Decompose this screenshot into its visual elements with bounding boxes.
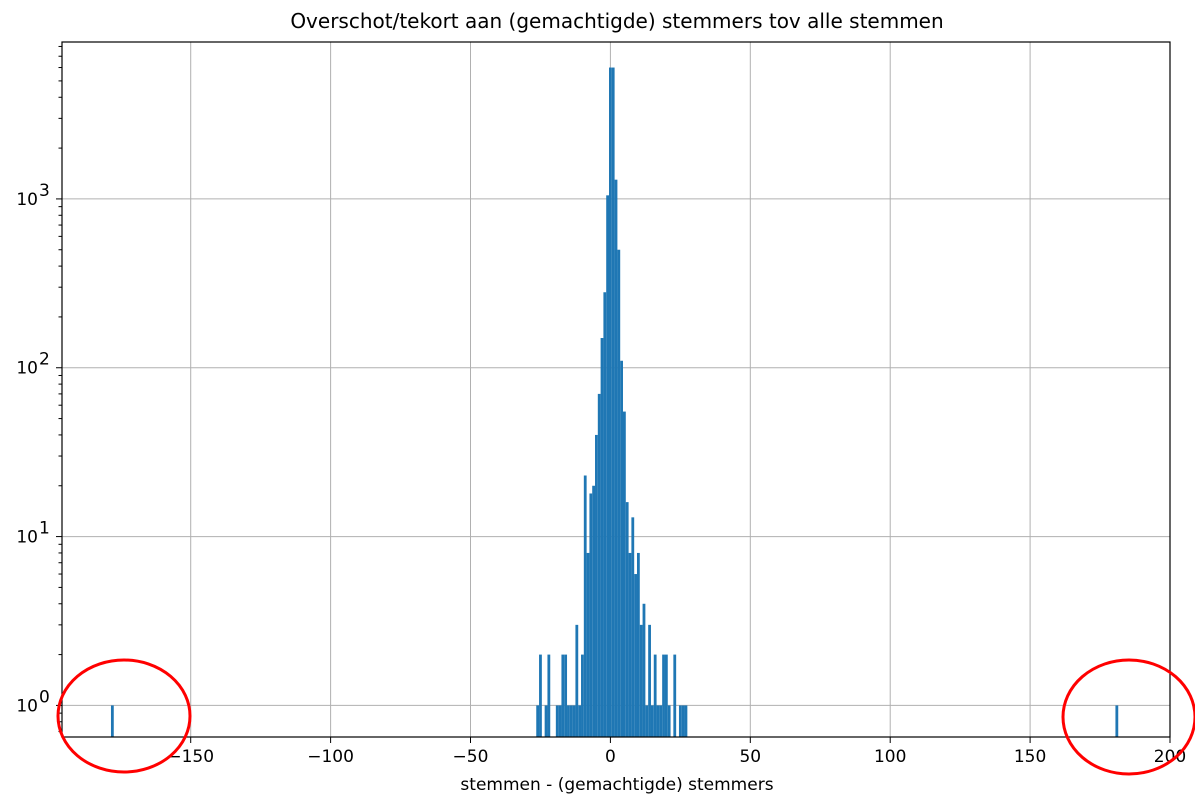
histogram-bar: [626, 502, 629, 737]
histogram-bar: [589, 493, 592, 737]
histogram-bar: [603, 292, 606, 737]
histogram-bar: [645, 705, 648, 737]
histogram-bar: [665, 655, 668, 737]
histogram-bar: [662, 655, 665, 737]
histogram-bar: [668, 705, 671, 737]
histogram-bar: [637, 553, 640, 737]
histogram-bar: [559, 705, 562, 737]
histogram-bar: [598, 394, 601, 737]
histogram-bar: [629, 553, 632, 737]
x-tick-label: 0: [605, 747, 616, 767]
histogram-bar: [659, 705, 662, 737]
histogram-bar: [584, 476, 587, 737]
histogram-bar: [587, 553, 590, 737]
histogram-bar: [617, 250, 620, 737]
histogram-bar: [581, 655, 584, 737]
y-tick-exponent: 3: [39, 181, 50, 201]
y-tick-label: 10: [16, 359, 38, 379]
x-tick-label: 150: [1014, 747, 1046, 767]
histogram-bar: [682, 705, 685, 737]
x-axis-ticks: −150 −100 −50 0 50 100 150 200: [167, 737, 1186, 767]
histogram-bar: [536, 705, 539, 737]
histogram-bar: [556, 705, 559, 737]
histogram-bar: [609, 68, 612, 737]
histogram-bar: [573, 705, 576, 737]
y-tick-label: 10: [16, 528, 38, 548]
histogram-bar: [547, 655, 550, 737]
histogram-bar: [601, 338, 604, 737]
y-tick-label: 10: [16, 190, 38, 210]
x-tick-label: 50: [739, 747, 761, 767]
histogram-bar: [539, 655, 542, 737]
histogram-bar: [620, 361, 623, 737]
histogram-bar: [570, 705, 573, 737]
histogram-bar: [545, 705, 548, 737]
histogram-bar: [606, 195, 609, 737]
y-tick-exponent: 0: [39, 687, 50, 707]
histogram-bar: [623, 412, 626, 737]
histogram-bar: [578, 705, 581, 737]
x-tick-label: −150: [167, 747, 214, 767]
histogram-bar: [634, 574, 637, 737]
histogram-bar: [564, 655, 567, 737]
histogram-bar: [640, 625, 643, 737]
histogram-bar: [631, 517, 634, 737]
histogram-bar: [643, 604, 646, 737]
histogram-bars: [111, 68, 1118, 737]
histogram-bar: [615, 180, 618, 737]
histogram-bar: [575, 625, 578, 737]
histogram-bar: [1115, 705, 1118, 737]
histogram-bar: [612, 68, 615, 737]
histogram-bar: [595, 435, 598, 737]
y-tick-exponent: 1: [39, 519, 50, 539]
left-outlier-highlight-circle: [58, 660, 190, 772]
histogram-bar: [657, 705, 660, 737]
histogram-bar: [654, 655, 657, 737]
histogram-bar: [673, 655, 676, 737]
histogram-bar: [561, 655, 564, 737]
histogram-bar: [567, 705, 570, 737]
histogram-bar: [685, 705, 688, 737]
histogram-bar: [648, 625, 651, 737]
histogram-bar: [111, 705, 114, 737]
x-tick-label: −50: [453, 747, 489, 767]
x-axis-title: stemmen - (gemachtigde) stemmers: [460, 775, 773, 795]
histogram-bar: [592, 486, 595, 737]
chart-title: Overschot/tekort aan (gemachtigde) stemm…: [290, 9, 943, 33]
x-tick-label: 100: [874, 747, 906, 767]
y-tick-exponent: 2: [39, 350, 50, 370]
histogram-bar: [651, 705, 654, 737]
histogram-bar: [679, 705, 682, 737]
right-outlier-highlight-circle: [1063, 660, 1195, 774]
x-tick-label: −100: [307, 747, 354, 767]
y-tick-label: 10: [16, 696, 38, 716]
